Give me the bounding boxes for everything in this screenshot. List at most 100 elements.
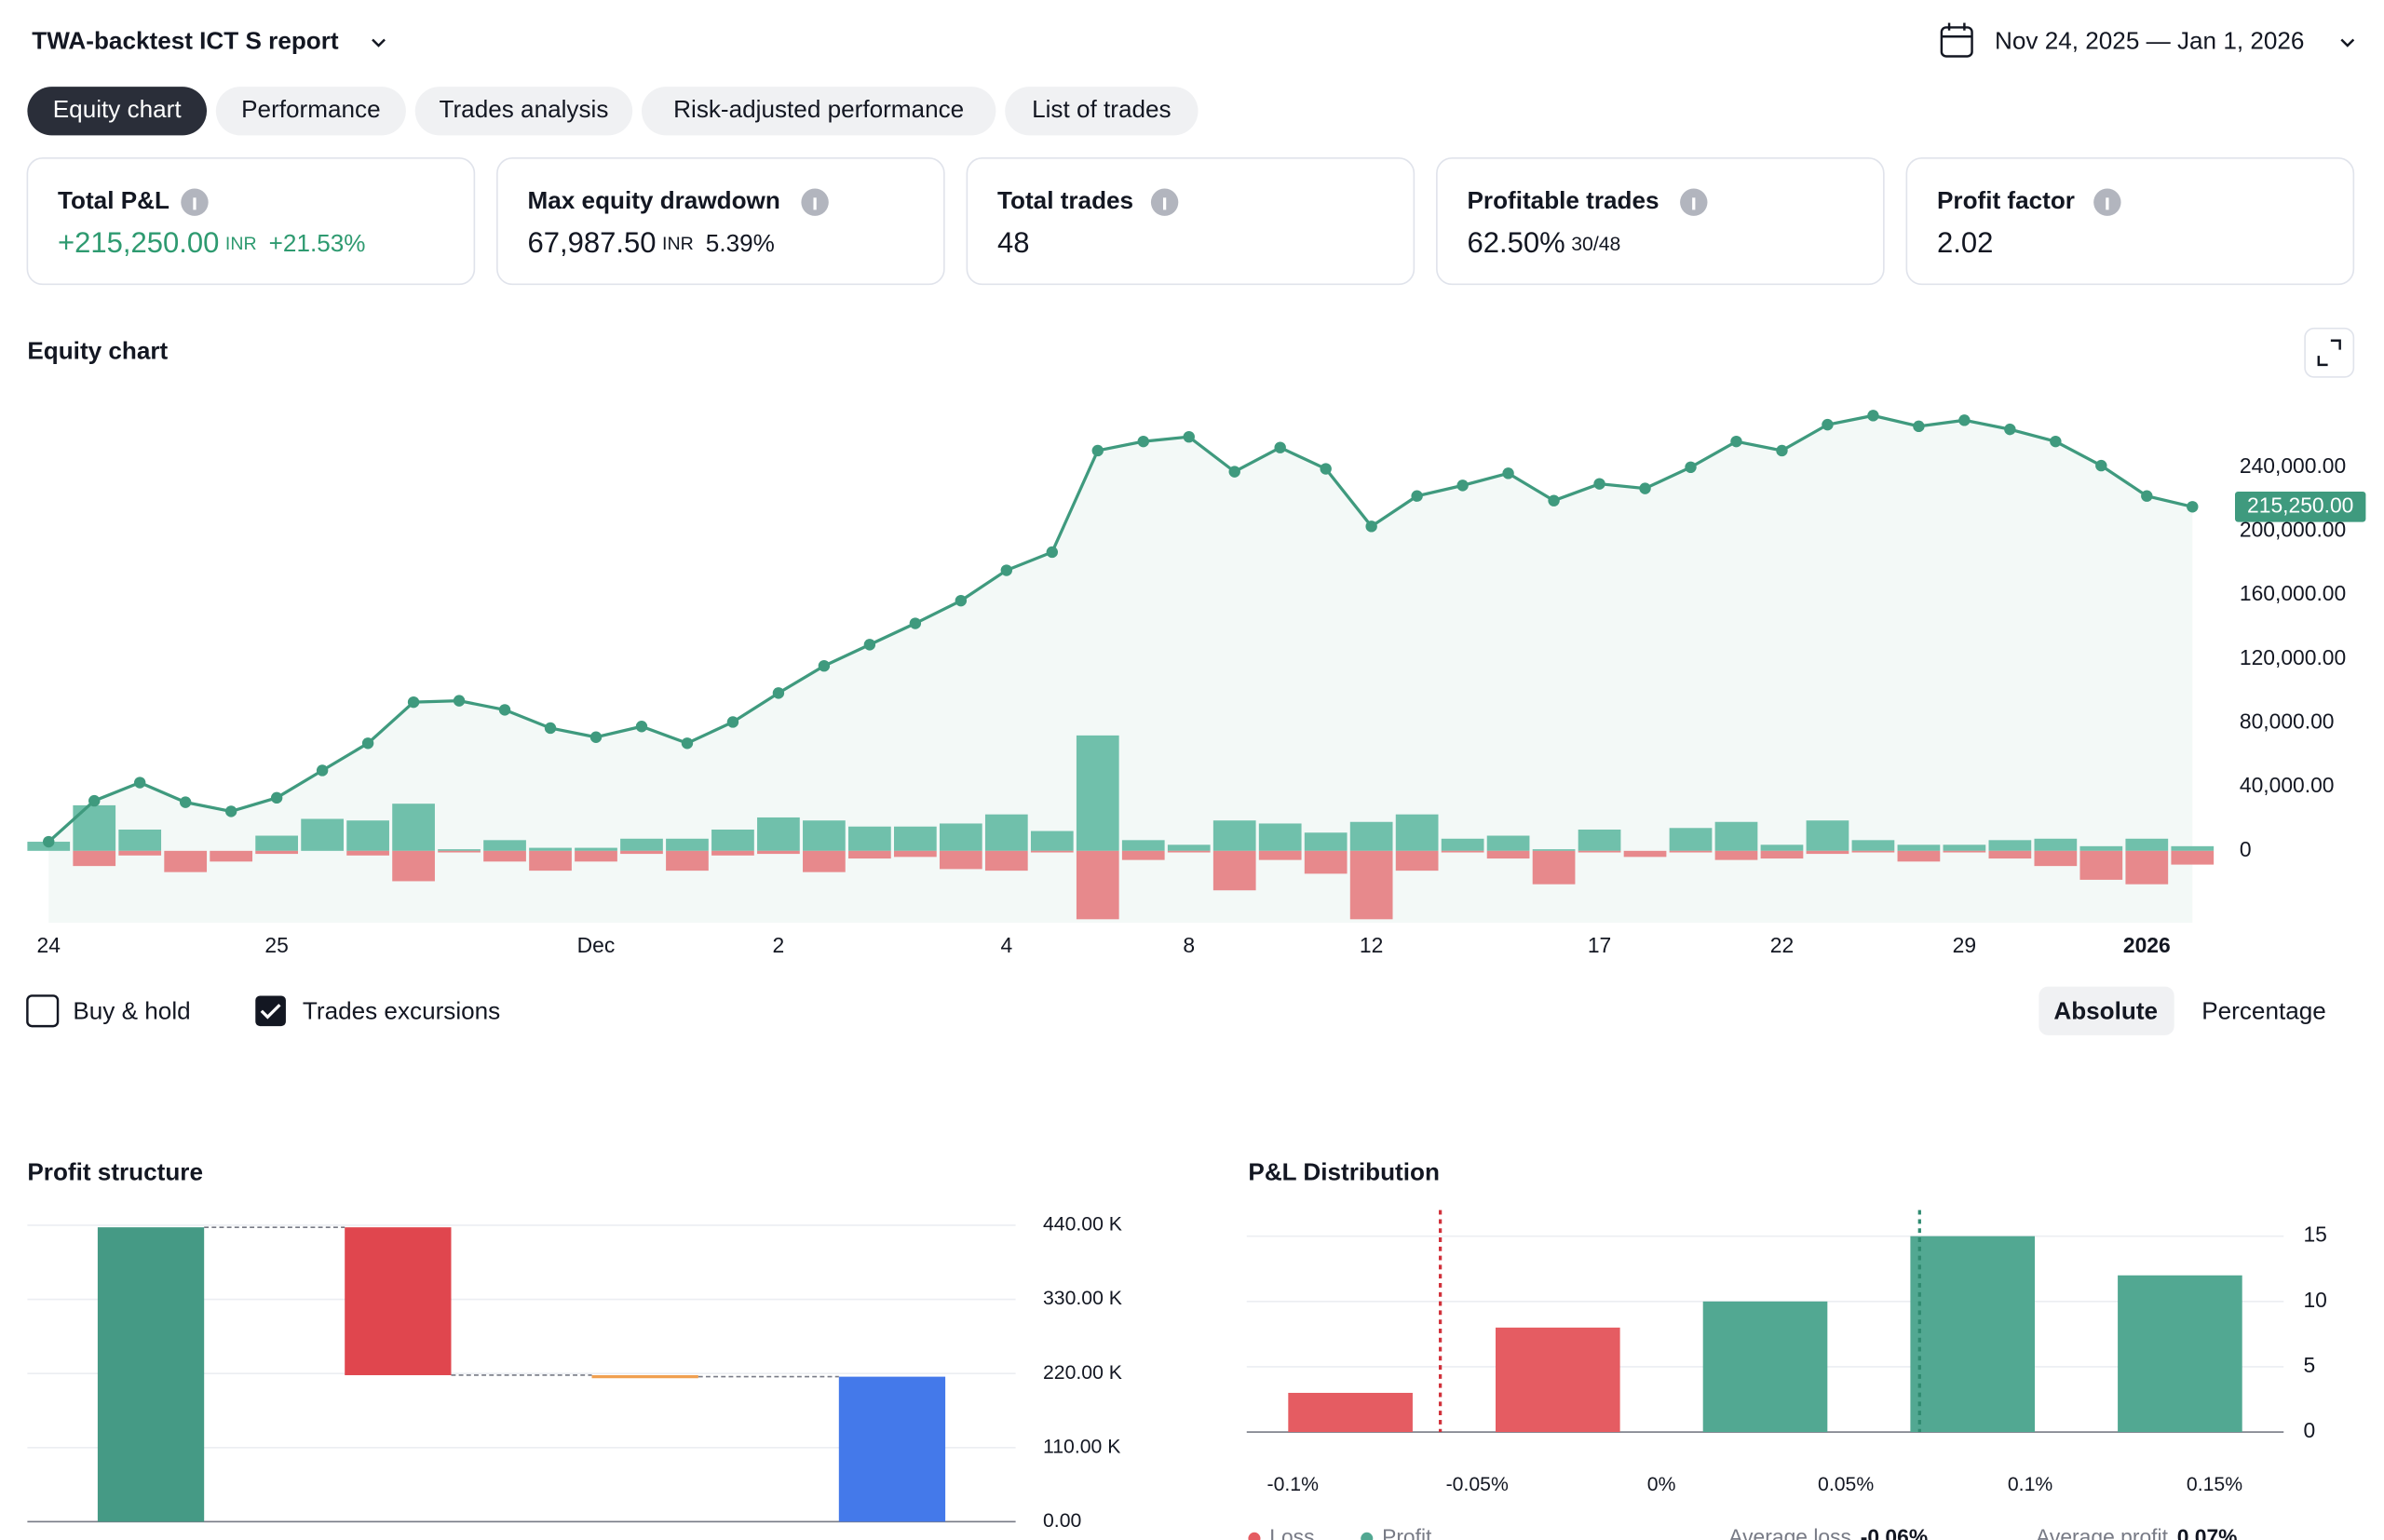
equity-point bbox=[270, 791, 283, 804]
stat-number: 62.50% bbox=[1468, 226, 1565, 259]
stat-percent: 5.39% bbox=[706, 229, 775, 257]
excursion-bar bbox=[803, 820, 846, 851]
report-title: TWA-backtest ICT S report bbox=[32, 27, 339, 55]
y-tick-label: 440.00 K bbox=[1043, 1214, 1122, 1236]
y-tick-label: 0.00 bbox=[1043, 1510, 1081, 1532]
checkbox-label[interactable]: Buy & hold bbox=[73, 996, 190, 1024]
stat-value: 67,987.50 INR 5.39% bbox=[528, 226, 775, 259]
excursion-bar bbox=[984, 850, 1028, 871]
equity-point bbox=[88, 794, 101, 807]
expand-button[interactable] bbox=[2304, 327, 2355, 378]
equity-point bbox=[224, 805, 237, 817]
y-tick-label: 15 bbox=[2303, 1223, 2326, 1247]
equity-point bbox=[1776, 444, 1788, 457]
toggle-active[interactable] bbox=[2039, 986, 2174, 1035]
tab[interactable] bbox=[215, 87, 406, 136]
equity-point bbox=[2095, 459, 2107, 472]
stat-card bbox=[26, 157, 476, 286]
tab[interactable] bbox=[641, 87, 996, 136]
excursion-bar bbox=[1578, 850, 1621, 853]
equity-point bbox=[1502, 467, 1514, 480]
reference-label: Average profit 0.07% bbox=[2036, 1524, 2237, 1540]
excursion-bar bbox=[1578, 829, 1621, 851]
excursion-bar bbox=[1532, 850, 1576, 885]
stat-value: +215,250.00 INR +21.53% bbox=[58, 226, 365, 259]
x-tick-label: 0% bbox=[1647, 1474, 1676, 1495]
dropdown-icon[interactable] bbox=[2340, 38, 2355, 47]
excursion-bar bbox=[2034, 838, 2078, 851]
calendar-icon[interactable] bbox=[1940, 22, 1973, 58]
equity-point bbox=[1456, 480, 1469, 492]
excursion-bar bbox=[1486, 835, 1530, 851]
excursion-bar bbox=[1258, 823, 1302, 851]
equity-point bbox=[1000, 564, 1013, 576]
legend-swatch bbox=[1248, 1532, 1261, 1540]
tab[interactable] bbox=[1005, 87, 1199, 136]
equity-point bbox=[909, 617, 922, 629]
excursion-bar bbox=[757, 850, 800, 855]
equity-point bbox=[179, 796, 192, 808]
tab-label[interactable]: List of trades bbox=[1032, 95, 1171, 123]
tab-label[interactable]: Trades analysis bbox=[440, 95, 609, 123]
excursion-bar bbox=[2171, 850, 2215, 865]
excursion-bar bbox=[1943, 844, 1986, 851]
excursion-bar bbox=[1760, 850, 1804, 859]
tab-label[interactable]: Equity chart bbox=[53, 95, 183, 123]
tab[interactable] bbox=[27, 87, 208, 136]
equity-area bbox=[48, 415, 2193, 924]
equity-point bbox=[1183, 430, 1195, 443]
tab-label[interactable]: Risk-adjusted performance bbox=[673, 95, 964, 123]
equity-point bbox=[453, 695, 466, 707]
last-value-label: 215,250.00 bbox=[2247, 493, 2353, 517]
excursion-bar bbox=[848, 850, 891, 859]
excursion-bar bbox=[1030, 831, 1074, 851]
legend-label: Loss bbox=[1269, 1524, 1314, 1540]
y-tick-label: 5 bbox=[2303, 1353, 2315, 1377]
checkbox-label[interactable]: Trades excursions bbox=[303, 996, 500, 1024]
excursion-bar bbox=[483, 850, 526, 862]
excursion-bar bbox=[575, 847, 617, 851]
excursion-bar bbox=[1395, 850, 1439, 871]
equity-point bbox=[955, 594, 968, 607]
excursion-bar bbox=[1212, 850, 1256, 891]
excursion-bar bbox=[346, 850, 389, 856]
equity-point bbox=[1822, 418, 1834, 431]
toggle-option[interactable]: Percentage bbox=[2201, 996, 2326, 1024]
excursion-bar bbox=[1943, 850, 1986, 853]
stat-currency: INR bbox=[662, 234, 694, 254]
excursion-bar bbox=[1760, 844, 1804, 851]
equity-point bbox=[1867, 410, 1879, 422]
date-range[interactable]: Nov 24, 2025 — Jan 1, 2026 bbox=[1995, 27, 2304, 55]
toggle-option[interactable]: Absolute bbox=[2053, 996, 2158, 1024]
excursion-bar bbox=[1851, 840, 1895, 851]
equity-point bbox=[1958, 414, 1971, 426]
equity-point bbox=[1320, 463, 1332, 475]
excursion-bar bbox=[73, 804, 116, 851]
histogram-bar bbox=[1702, 1301, 1828, 1433]
excursion-bar bbox=[1806, 820, 1849, 851]
x-tick-label: -0.05% bbox=[1446, 1474, 1509, 1495]
excursion-bar bbox=[1806, 850, 1849, 855]
tab[interactable] bbox=[414, 87, 633, 136]
equity-point bbox=[544, 722, 557, 735]
checkbox[interactable] bbox=[26, 994, 60, 1028]
excursion-bar bbox=[118, 829, 162, 851]
y-tick-label: 110.00 K bbox=[1043, 1436, 1120, 1457]
x-tick-label: 12 bbox=[1360, 933, 1383, 957]
equity-point bbox=[1639, 482, 1651, 494]
stat-label: Total P&L bbox=[58, 186, 169, 214]
equity-point bbox=[361, 737, 374, 750]
excursion-bar bbox=[210, 850, 253, 862]
excursion-bar bbox=[1897, 844, 1941, 851]
equity-point bbox=[863, 639, 876, 651]
dropdown-icon[interactable] bbox=[372, 38, 386, 47]
excursion-bar bbox=[1076, 850, 1119, 920]
excursion-bar bbox=[1623, 850, 1667, 858]
checkbox[interactable] bbox=[255, 995, 286, 1027]
excursion-bar bbox=[2034, 850, 2078, 867]
tab-label[interactable]: Performance bbox=[241, 95, 380, 123]
excursion-bar bbox=[575, 850, 617, 862]
excursion-bar bbox=[2079, 850, 2123, 880]
excursion-bar bbox=[73, 850, 116, 867]
waterfall-bar bbox=[345, 1227, 452, 1375]
